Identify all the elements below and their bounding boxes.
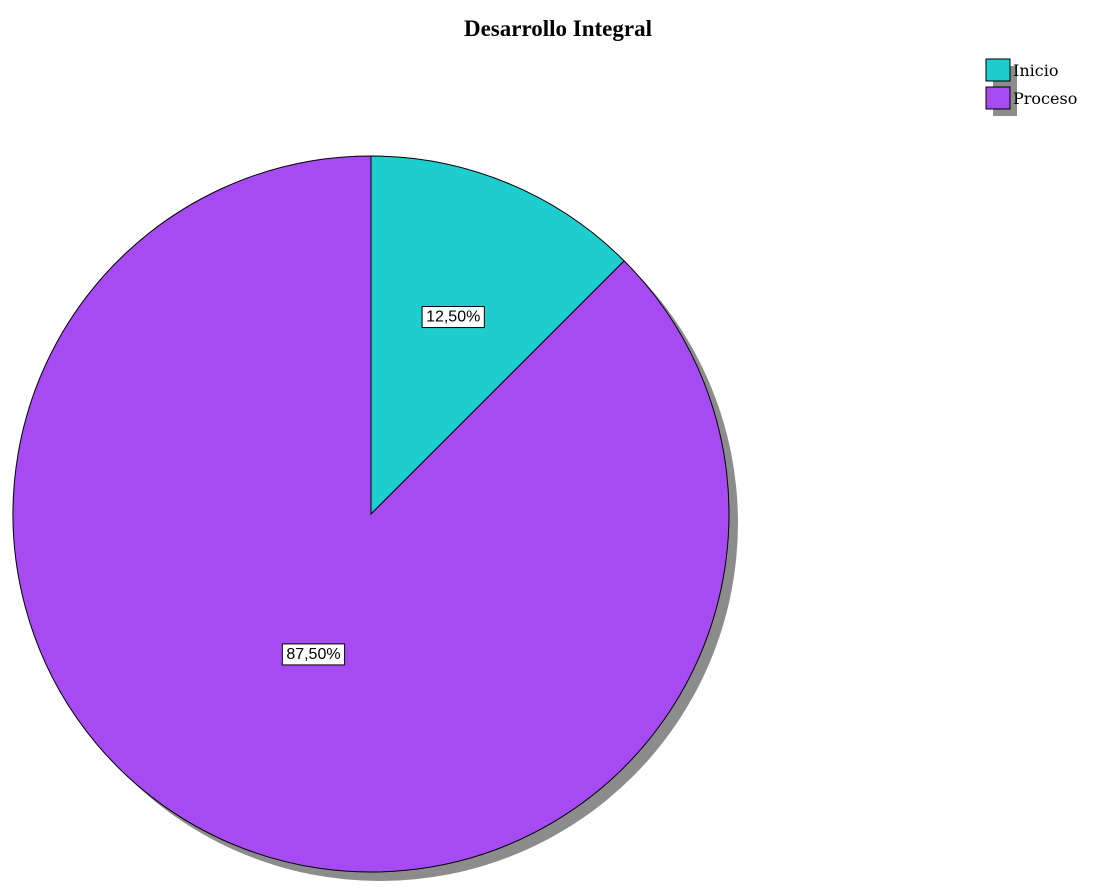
legend: Inicio Proceso: [985, 58, 1077, 116]
data-label-text-proceso: 87,50%: [286, 646, 340, 663]
chart-title: Desarrollo Integral: [464, 16, 652, 41]
data-label-text-inicio: 12,50%: [426, 309, 480, 326]
legend-label-proceso: Proceso: [1013, 89, 1077, 108]
data-label-inicio: 12,50%: [421, 306, 485, 329]
legend-swatch-inicio: [985, 58, 1011, 82]
pie-slice-proceso: [12, 155, 730, 873]
legend-swatch-proceso: [985, 86, 1011, 110]
legend-label-inicio: Inicio: [1013, 61, 1058, 80]
pie-slice-inicio: [370, 155, 625, 516]
data-label-proceso: 87,50%: [281, 643, 346, 666]
